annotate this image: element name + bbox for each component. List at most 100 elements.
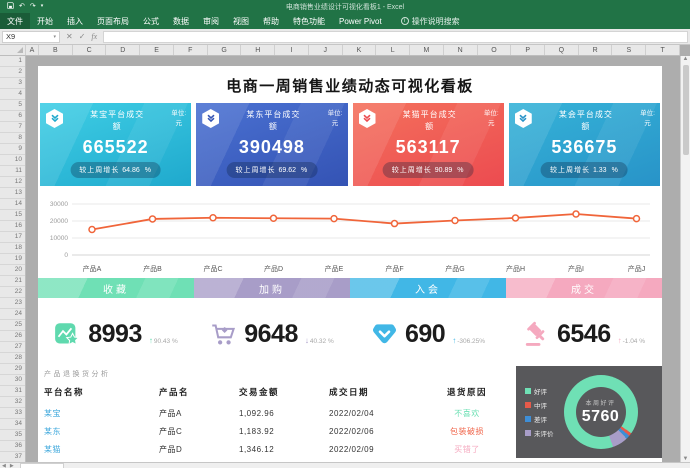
row-header-1[interactable]: 1	[0, 56, 25, 67]
column-header-M[interactable]: M	[410, 45, 444, 55]
row-header-36[interactable]: 36	[0, 441, 25, 452]
formula-input[interactable]	[103, 30, 688, 43]
redo-icon[interactable]: ↷	[29, 3, 36, 10]
row-header-25[interactable]: 25	[0, 320, 25, 331]
row-header-5[interactable]: 5	[0, 100, 25, 111]
row-header-6[interactable]: 6	[0, 111, 25, 122]
row-header-27[interactable]: 27	[0, 342, 25, 353]
name-box-dropdown-icon[interactable]: ▾	[53, 33, 56, 40]
row-header-2[interactable]: 2	[0, 67, 25, 78]
save-icon[interactable]	[7, 2, 14, 11]
row-header-35[interactable]: 35	[0, 430, 25, 441]
tell-me-search[interactable]: i 操作说明搜索	[400, 16, 460, 27]
cell-platform[interactable]: 某东	[44, 426, 61, 436]
weekly-line-chart[interactable]: 30000 20000 10000 0 产品A 产品B 产品C 产品D 产品E 产品F 产品G 产品H…	[38, 192, 662, 276]
column-header-L[interactable]: L	[376, 45, 411, 55]
kpi-card-tmall[interactable]: 某猫平台成交额 单位:元 563117 较上周增长 90.89%	[352, 103, 504, 186]
row-header-30[interactable]: 30	[0, 375, 25, 386]
row-header-26[interactable]: 26	[0, 331, 25, 342]
ribbon-tab-power-pivot[interactable]: Power Pivot	[339, 16, 382, 26]
name-box[interactable]: X9 ▾	[2, 30, 60, 43]
sheet-nav-right-icon[interactable]: ▶	[9, 462, 14, 468]
qat-dropdown-icon[interactable]: ▾	[40, 3, 44, 9]
sheet-nav-left-icon[interactable]: ◀	[2, 462, 6, 468]
row-header-16[interactable]: 16	[0, 221, 25, 232]
row-header-19[interactable]: 19	[0, 254, 25, 265]
kpi-card-hui[interactable]: 某会平台成交额 单位:元 536675 较上周增长 1.33%	[508, 103, 660, 186]
row-header-33[interactable]: 33	[0, 408, 25, 419]
row-header-22[interactable]: 22	[0, 287, 25, 298]
kpi-card-jd[interactable]: 某东平台成交额 单位:元 390498 较上周增长 69.62%	[196, 103, 348, 186]
cancel-icon[interactable]: ✕	[66, 32, 73, 41]
row-header-11[interactable]: 11	[0, 166, 25, 177]
row-header-15[interactable]: 15	[0, 210, 25, 221]
section-add-to-cart[interactable]: 加购	[194, 278, 350, 298]
column-header-D[interactable]: D	[106, 45, 141, 55]
column-header-B[interactable]: B	[39, 45, 73, 55]
column-header-T[interactable]: T	[646, 45, 680, 55]
row-header-21[interactable]: 21	[0, 276, 25, 287]
column-header-J[interactable]: J	[309, 45, 343, 55]
row-header-23[interactable]: 23	[0, 298, 25, 309]
row-headers: 1 2 3 4 5 6 7 8 9 10 11 12 13 14 15 16 17 18 19 20 21 22 23 24 2…	[0, 56, 26, 468]
row-header-3[interactable]: 3	[0, 78, 25, 89]
scrollbar-thumb[interactable]	[682, 65, 689, 155]
column-header-O[interactable]: O	[478, 45, 512, 55]
column-header-I[interactable]: I	[275, 45, 309, 55]
row-header-9[interactable]: 9	[0, 144, 25, 155]
kpi-card-taobao[interactable]: 某宝平台成交额 单位:元 665522 较上周增长 64.86%	[40, 103, 192, 186]
ribbon-tab-insert[interactable]: 插入	[67, 16, 83, 26]
row-header-28[interactable]: 28	[0, 353, 25, 364]
enter-icon[interactable]: ✓	[78, 32, 86, 41]
row-header-13[interactable]: 13	[0, 188, 25, 199]
row-header-17[interactable]: 17	[0, 232, 25, 243]
column-header-G[interactable]: G	[208, 45, 242, 55]
column-header-N[interactable]: N	[444, 45, 478, 55]
column-header-K[interactable]: K	[343, 45, 377, 55]
section-favorites[interactable]: 收藏	[38, 278, 194, 298]
column-header-H[interactable]: H	[241, 45, 276, 55]
column-header-R[interactable]: R	[579, 45, 613, 55]
scroll-down-icon[interactable]: ▼	[682, 456, 689, 462]
ribbon-tab-file[interactable]: 文件	[0, 13, 30, 29]
row-header-8[interactable]: 8	[0, 133, 25, 144]
section-deals[interactable]: 成交	[506, 278, 662, 298]
insert-function-icon[interactable]: fx	[91, 32, 98, 41]
column-header-A[interactable]: A	[26, 45, 39, 55]
row-header-24[interactable]: 24	[0, 309, 25, 320]
row-header-34[interactable]: 34	[0, 419, 25, 430]
cell-platform[interactable]: 某猫	[44, 444, 61, 454]
row-header-10[interactable]: 10	[0, 155, 25, 166]
column-header-Q[interactable]: Q	[545, 45, 579, 55]
row-header-14[interactable]: 14	[0, 199, 25, 210]
ribbon-tab-view[interactable]: 视图	[233, 16, 249, 26]
column-header-S[interactable]: S	[612, 45, 647, 55]
row-header-29[interactable]: 29	[0, 364, 25, 375]
select-all-corner[interactable]	[0, 45, 26, 55]
vertical-scrollbar[interactable]: ▲ ▼	[680, 56, 690, 462]
ribbon-tab-page-layout[interactable]: 页面布局	[97, 16, 129, 26]
row-header-31[interactable]: 31	[0, 386, 25, 397]
review-donut-chart[interactable]: 本周好评 5760	[563, 375, 638, 449]
sheet-tab[interactable]	[19, 463, 64, 468]
ribbon-tab-review[interactable]: 审阅	[203, 16, 219, 26]
row-header-20[interactable]: 20	[0, 265, 25, 276]
column-header-C[interactable]: C	[73, 45, 107, 55]
ribbon-tab-data[interactable]: 数据	[173, 16, 189, 26]
row-header-7[interactable]: 7	[0, 122, 25, 133]
column-header-F[interactable]: F	[174, 45, 208, 55]
cell-platform[interactable]: 某宝	[44, 408, 61, 418]
ribbon-tab-formulas[interactable]: 公式	[143, 16, 159, 26]
ribbon-tab-help[interactable]: 帮助	[263, 16, 279, 26]
row-header-32[interactable]: 32	[0, 397, 25, 408]
column-header-E[interactable]: E	[140, 45, 174, 55]
ribbon-tab-special-features[interactable]: 特色功能	[293, 16, 325, 26]
column-header-P[interactable]: P	[511, 45, 546, 55]
row-header-18[interactable]: 18	[0, 243, 25, 254]
row-header-12[interactable]: 12	[0, 177, 25, 188]
row-header-4[interactable]: 4	[0, 89, 25, 100]
section-membership[interactable]: 入会	[350, 278, 506, 298]
undo-icon[interactable]: ↶	[19, 3, 25, 10]
ribbon-tab-home[interactable]: 开始	[37, 16, 53, 26]
scroll-up-icon[interactable]: ▲	[682, 56, 689, 62]
